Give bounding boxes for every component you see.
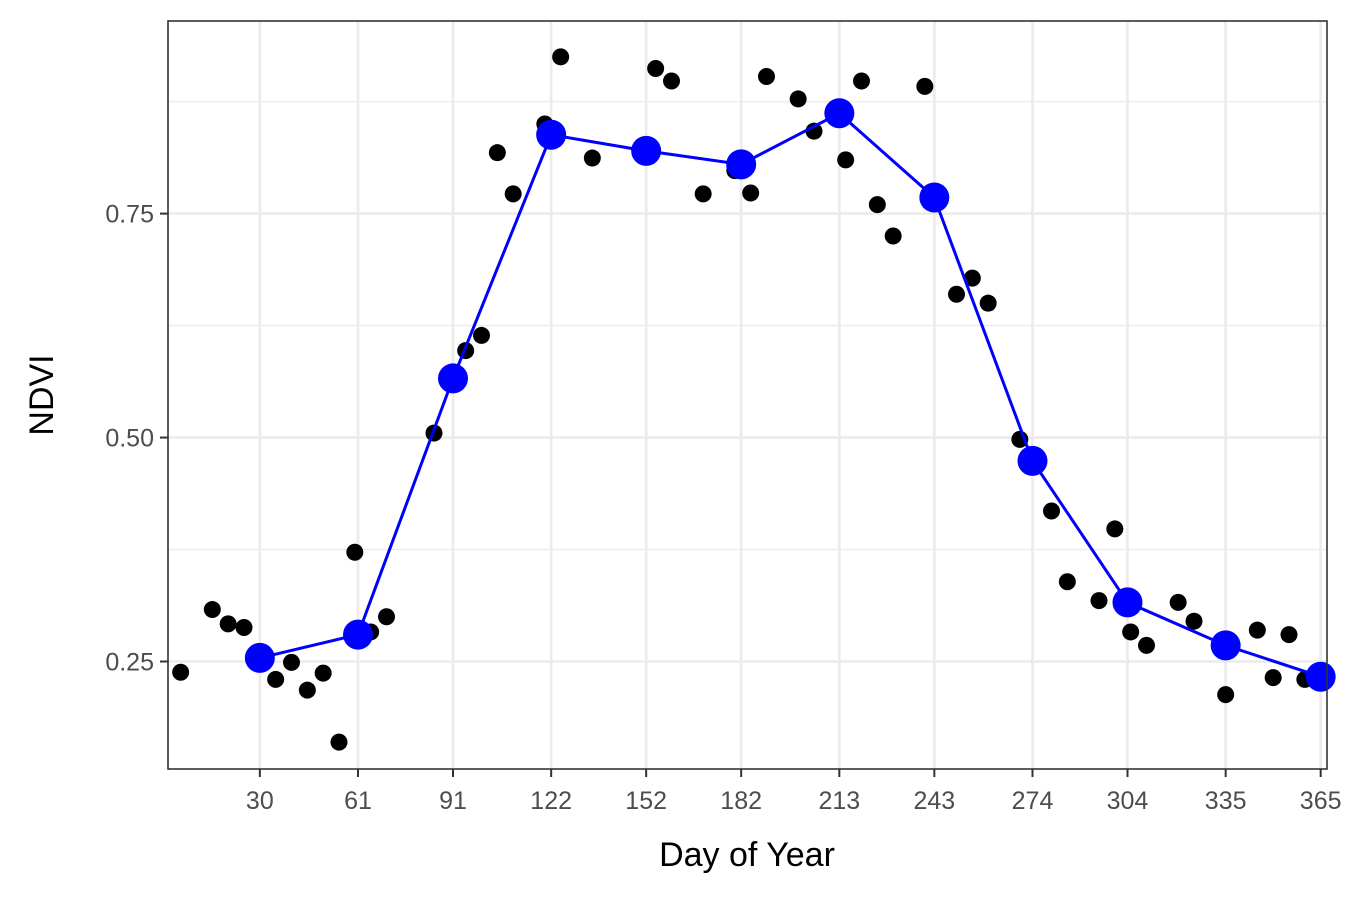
smoothed-point: [726, 149, 757, 180]
y-tick-label: 0.50: [105, 425, 154, 453]
observed-point: [694, 185, 712, 203]
observed-point: [1138, 636, 1155, 654]
observed-point: [948, 285, 965, 303]
smoothed-point: [438, 363, 468, 394]
observed-point: [916, 77, 934, 95]
observed-point: [1122, 623, 1140, 641]
x-tick-label: 61: [344, 787, 372, 815]
observed-point: [488, 144, 506, 162]
observed-point: [504, 185, 522, 203]
observed-point: [1090, 592, 1108, 610]
smoothed-point: [1210, 630, 1241, 661]
observed-point: [1169, 593, 1187, 611]
observed-points: [172, 48, 1314, 751]
smoothed-line: [259, 111, 1322, 679]
observed-point: [789, 90, 807, 108]
x-tick-label: 243: [913, 787, 955, 815]
observed-point: [235, 618, 253, 636]
smoothed-point: [631, 135, 662, 166]
x-tick-label: 152: [625, 787, 667, 815]
x-tick-label: 91: [439, 787, 467, 815]
smoothed-point: [1112, 587, 1143, 618]
x-tick-label: 335: [1205, 787, 1247, 815]
y-tick-label: 0.25: [105, 649, 154, 677]
observed-point: [837, 151, 855, 169]
x-tick-label: 365: [1300, 787, 1342, 815]
observed-point: [1185, 612, 1203, 630]
observed-point: [884, 227, 902, 245]
observed-point: [1264, 669, 1282, 687]
observed-point: [1106, 520, 1124, 538]
smoothed-point: [824, 98, 855, 129]
observed-point: [219, 615, 237, 633]
x-tick-label: 304: [1107, 787, 1149, 815]
observed-point: [378, 608, 395, 626]
observed-point: [473, 326, 490, 344]
observed-point: [330, 733, 348, 751]
observed-point: [1058, 573, 1076, 591]
observed-point: [979, 294, 997, 312]
observed-point: [963, 269, 981, 287]
x-tick-label: 182: [720, 787, 762, 815]
y-tick-label: 0.75: [105, 201, 154, 229]
observed-point: [1217, 686, 1235, 704]
x-tick-label: 122: [530, 787, 572, 815]
observed-point: [314, 664, 332, 682]
observed-point: [1248, 621, 1266, 639]
observed-point: [663, 72, 680, 90]
observed-point: [172, 663, 190, 681]
observed-point: [868, 196, 886, 214]
plot-background: [168, 21, 1327, 769]
y-axis-title: NDVI: [23, 354, 61, 435]
observed-point: [1280, 626, 1298, 644]
x-axis-title: Day of Year: [659, 836, 835, 874]
smoothed-point: [343, 619, 373, 650]
smoothed-series: [244, 98, 1336, 692]
observed-point: [203, 601, 221, 619]
observed-point: [298, 681, 316, 699]
x-tick-label: 213: [818, 787, 860, 815]
smoothed-point: [919, 182, 950, 213]
observed-point: [647, 59, 665, 77]
observed-point: [346, 543, 364, 561]
observed-point: [583, 149, 601, 167]
x-tick-label: 274: [1012, 787, 1054, 815]
smoothed-point: [1017, 445, 1048, 476]
axis-ticks: 30 61 91 122 152 182 213 243 274 304 335 365 0.25 0.5…: [105, 201, 1341, 815]
smoothed-point: [1305, 661, 1336, 692]
observed-point: [742, 184, 760, 202]
x-tick-label: 30: [246, 787, 274, 815]
observed-point: [758, 68, 775, 86]
panel-border: [167, 20, 1328, 770]
smoothed-point: [536, 119, 567, 150]
observed-point: [267, 670, 285, 688]
observed-point: [1043, 502, 1060, 520]
observed-point: [283, 653, 300, 671]
observed-point: [853, 72, 870, 90]
smoothed-point: [244, 642, 275, 673]
observed-point: [805, 122, 823, 140]
observed-point: [552, 48, 570, 66]
